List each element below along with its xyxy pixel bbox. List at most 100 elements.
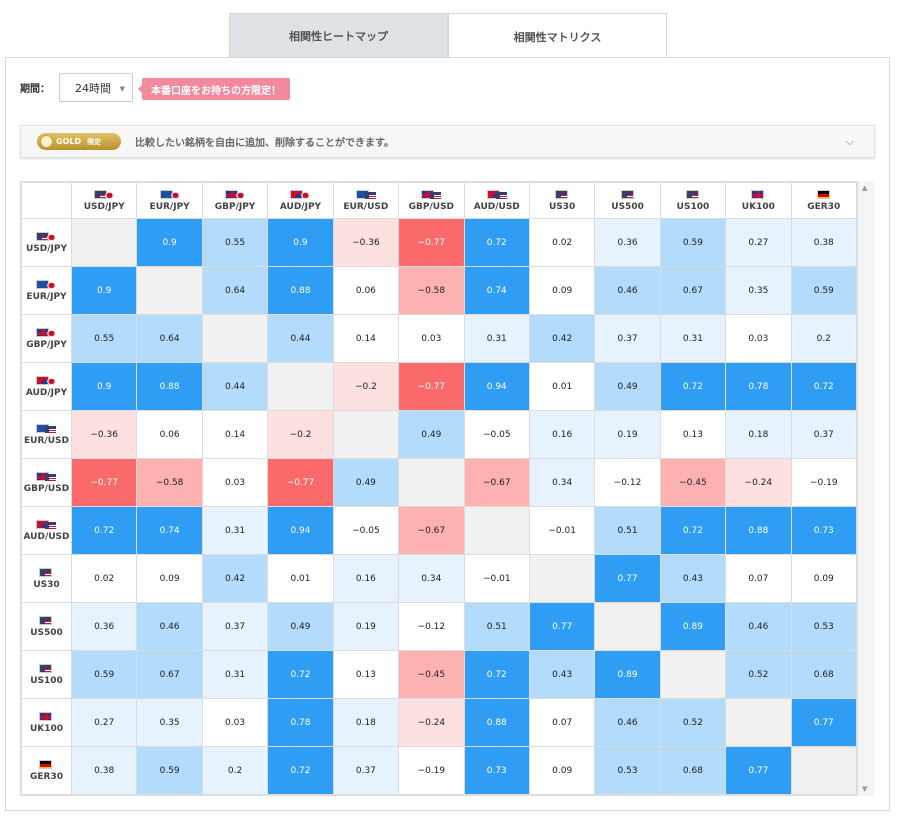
- row-header-flag-icon: [36, 615, 56, 625]
- row-header-us100: US100: [21, 650, 72, 699]
- correlation-cell: −0.19: [398, 746, 465, 795]
- column-header-label: USD/JPY: [83, 201, 125, 212]
- matrix-diagonal-cell: [332, 410, 400, 459]
- correlation-cell: −0.36: [70, 410, 138, 459]
- correlation-cell: 0.27: [70, 698, 138, 747]
- correlation-cell: 0.94: [267, 506, 334, 555]
- correlation-cell: 0.74: [463, 266, 530, 315]
- column-header-flag-icon: [618, 189, 638, 199]
- row-header-usd-jpy: USD/JPY: [21, 218, 72, 267]
- correlation-cell: 0.37: [790, 410, 857, 459]
- correlation-cell: 0.13: [332, 650, 400, 699]
- period-select[interactable]: 24時間 ▼: [59, 73, 133, 102]
- scroll-up-icon[interactable]: ▲: [862, 184, 868, 192]
- correlation-cell: −0.05: [463, 410, 530, 459]
- matrix-diagonal-cell: [659, 650, 727, 699]
- correlation-cell: 0.46: [725, 602, 792, 651]
- table-row: US500 0.36 0.46 0.37 0.49 0.19 −0.12 0.51 0.77 0.…: [21, 602, 857, 651]
- correlation-cell: 0.38: [790, 218, 857, 267]
- column-header-label: EUR/JPY: [149, 201, 190, 212]
- correlation-cell: 0.35: [136, 698, 203, 747]
- correlation-cell: 0.06: [332, 266, 400, 315]
- column-header-gbp-jpy: GBP/JPY: [201, 182, 269, 219]
- row-header-label: US500: [30, 627, 63, 638]
- correlation-cell: −0.01: [463, 554, 530, 603]
- column-header-flag-icon: [814, 189, 834, 199]
- correlation-cell: 0.27: [725, 218, 792, 267]
- table-row: AUD/JPY 0.9 0.88 0.44 −0.2 −0.77 0.94 0.01 0.49 0…: [21, 362, 857, 411]
- matrix-diagonal-cell: [267, 362, 334, 411]
- table-row: US30 0.02 0.09 0.42 0.01 0.16 0.34 −0.01 0.77 0.4…: [21, 554, 857, 603]
- row-header-flag-icon: [36, 519, 57, 529]
- matrix-diagonal-cell: [725, 698, 792, 747]
- promo-badge: 本番口座をお持ちの方限定！: [138, 78, 290, 100]
- correlation-cell: −0.58: [398, 266, 465, 315]
- correlation-cell: 0.42: [201, 554, 269, 603]
- row-header-eur-usd: EUR/USD: [21, 410, 72, 459]
- row-header-label: US30: [33, 579, 60, 590]
- gold-instrument-bar[interactable]: GOLD 限定 比較したい銘柄を自由に追加、削除することができます。 ⌵: [20, 125, 875, 158]
- tab-matrix[interactable]: 相関性マトリクス: [448, 13, 667, 59]
- correlation-cell: 0.07: [528, 698, 596, 747]
- correlation-cell: 0.89: [594, 650, 661, 699]
- correlation-cell: 0.13: [659, 410, 727, 459]
- correlation-cell: 0.37: [201, 602, 269, 651]
- correlation-cell: 0.14: [332, 314, 400, 363]
- chevron-down-icon[interactable]: ⌵: [845, 135, 854, 148]
- column-header-uk100: UK100: [725, 182, 792, 219]
- correlation-cell: 0.34: [398, 554, 465, 603]
- row-header-label: GER30: [29, 771, 63, 782]
- correlation-cell: 0.31: [463, 314, 530, 363]
- row-header-gbp-usd: GBP/USD: [21, 458, 72, 507]
- gold-badge: GOLD 限定: [37, 133, 121, 150]
- correlation-cell: 0.72: [267, 650, 334, 699]
- correlation-cell: 0.51: [594, 506, 661, 555]
- correlation-cell: 0.09: [528, 746, 596, 795]
- correlation-cell: −0.05: [332, 506, 400, 555]
- correlation-cell: −0.12: [594, 458, 661, 507]
- correlation-cell: 0.55: [201, 218, 269, 267]
- correlation-cell: −0.2: [267, 410, 334, 459]
- scroll-down-icon[interactable]: ▼: [862, 785, 868, 793]
- correlation-cell: 0.09: [790, 554, 857, 603]
- tab-heatmap[interactable]: 相関性ヒートマップ: [229, 13, 448, 58]
- column-header-label: UK100: [741, 201, 775, 212]
- matrix-diagonal-cell: [70, 218, 138, 267]
- correlation-cell: 0.78: [267, 698, 334, 747]
- correlation-cell: 0.49: [594, 362, 661, 411]
- correlation-cell: 0.44: [201, 362, 269, 411]
- matrix-diagonal-cell: [136, 266, 203, 315]
- matrix-diagonal-cell: [463, 506, 530, 555]
- correlation-cell: 0.88: [267, 266, 334, 315]
- correlation-cell: 0.2: [201, 746, 269, 795]
- correlation-cell: 0.64: [136, 314, 203, 363]
- correlation-cell: 0.46: [594, 266, 661, 315]
- correlation-cell: 0.64: [201, 266, 269, 315]
- correlation-cell: 0.72: [267, 746, 334, 795]
- chevron-down-icon: ▼: [119, 85, 125, 93]
- correlation-cell: 0.49: [267, 602, 334, 651]
- tab-bar: 相関性ヒートマップ 相関性マトリクス: [229, 13, 667, 59]
- matrix-scrollbar[interactable]: ▲ ▼: [858, 181, 874, 796]
- row-header-label: UK100: [29, 723, 64, 734]
- row-header-label: EUR/JPY: [26, 291, 67, 302]
- row-header-flag-icon: [36, 279, 57, 289]
- correlation-cell: −0.77: [267, 458, 334, 507]
- row-header-flag-icon: [36, 231, 57, 241]
- correlation-cell: 0.49: [398, 410, 465, 459]
- column-header-ger30: GER30: [790, 182, 857, 219]
- correlation-cell: 0.72: [463, 218, 530, 267]
- correlation-cell: 0.59: [790, 266, 857, 315]
- correlation-cell: 0.68: [790, 650, 857, 699]
- correlation-cell: 0.03: [201, 458, 269, 507]
- matrix-diagonal-cell: [790, 746, 857, 795]
- column-header-label: EUR/USD: [343, 201, 389, 212]
- correlation-cell: 0.52: [725, 650, 792, 699]
- correlation-cell: 0.55: [70, 314, 138, 363]
- column-header-label: GER30: [807, 201, 841, 212]
- correlation-cell: 0.53: [594, 746, 661, 795]
- correlation-cell: 0.9: [136, 218, 203, 267]
- table-row: AUD/USD 0.72 0.74 0.31 0.94 −0.05 −0.67 −0.01 0.…: [21, 506, 857, 555]
- correlation-cell: −0.67: [398, 506, 465, 555]
- column-header-label: AUD/JPY: [279, 201, 322, 212]
